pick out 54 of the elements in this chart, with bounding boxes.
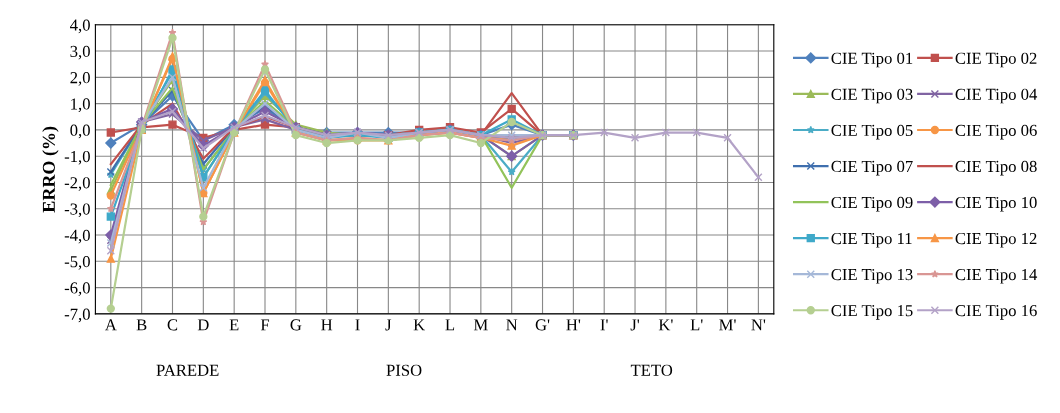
y-tick-label: -3,0 (64, 203, 90, 218)
x-tick-label: I (355, 319, 360, 331)
y-tick-label: -6,0 (64, 282, 90, 296)
legend-label: CIE Tipo 12 (955, 232, 1037, 248)
legend-label: CIE Tipo 05 (831, 124, 913, 140)
x-tick-label: J (385, 319, 392, 331)
x-tick-label: B (136, 319, 147, 331)
y-tick-label: -5,0 (64, 256, 90, 270)
x-tick-label: L' (690, 319, 703, 331)
legend-label: CIE Tipo 01 (831, 52, 913, 68)
x-tick-label: K' (658, 319, 673, 331)
legend-label: CIE Tipo 09 (831, 196, 913, 212)
legend-label: CIE Tipo 03 (831, 88, 913, 104)
y-tick-label: 4,0 (70, 19, 90, 34)
text: PISO (386, 364, 422, 376)
x-tick-label: G' (535, 319, 550, 331)
x-tick-label: C (167, 319, 178, 331)
x-tick-label: H' (566, 319, 581, 331)
legend-label: CIE Tipo 07 (831, 160, 913, 176)
x-tick-label: G (290, 319, 302, 331)
x-tick-label: E (229, 319, 239, 331)
y-axis-title: ERRO (%) (42, 126, 59, 213)
legend-label: CIE Tipo 16 (955, 305, 1037, 320)
y-tick-label: -7,0 (64, 308, 90, 323)
y-tick-label: 0,0 (70, 124, 90, 139)
y-tick-label: -4,0 (64, 229, 90, 244)
text: TETO (630, 364, 673, 376)
legend-label: CIE Tipo 10 (955, 196, 1037, 212)
legend-label: CIE Tipo 14 (955, 269, 1038, 284)
x-tick-label: D (197, 319, 209, 331)
y-tick-label: 2,0 (70, 72, 90, 86)
text: PAREDE (156, 364, 219, 376)
x-tick-label: M (473, 319, 488, 331)
legend-label: CIE Tipo 02 (955, 52, 1037, 68)
x-tick-label: N (506, 319, 518, 331)
x-tick-label: N' (751, 319, 766, 331)
y-tick-label: 3,0 (70, 45, 90, 60)
legend-label: CIE Tipo 13 (831, 269, 913, 284)
legend-label: CIE Tipo 06 (955, 124, 1037, 140)
y-tick-label: 1,0 (71, 98, 90, 112)
x-tick-label: F (260, 319, 270, 331)
x-tick-label: J' (630, 319, 640, 331)
x-tick-label: M' (719, 319, 736, 331)
legend-label: CIE Tipo 11 (831, 232, 912, 248)
y-tick-label: -2,0 (64, 177, 90, 191)
legend-label: CIE Tipo 15 (831, 305, 913, 320)
x-tick-label: H (321, 319, 333, 331)
x-tick-label: L (445, 319, 455, 331)
legend-label: CIE Tipo 08 (955, 160, 1037, 176)
legend-label: CIE Tipo 04 (955, 88, 1038, 104)
x-tick-label: I' (600, 319, 608, 331)
x-tick-label: K (413, 319, 426, 331)
x-tick-label: A (104, 319, 117, 331)
y-tick-label: -1,0 (64, 150, 90, 165)
